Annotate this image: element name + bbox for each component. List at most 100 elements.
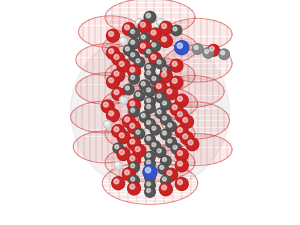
Circle shape [160,66,171,76]
Circle shape [112,69,124,82]
Circle shape [130,101,135,106]
Circle shape [203,48,214,58]
Circle shape [114,54,119,59]
Circle shape [136,59,140,63]
Circle shape [124,84,134,95]
Circle shape [178,128,182,133]
Circle shape [106,109,119,122]
Circle shape [160,114,171,125]
Circle shape [150,124,160,135]
Circle shape [171,144,182,154]
Circle shape [177,43,182,48]
Circle shape [178,112,182,117]
Circle shape [131,40,135,44]
Circle shape [175,41,189,55]
Circle shape [157,18,165,27]
Circle shape [151,30,156,35]
Circle shape [162,116,167,120]
Circle shape [131,108,135,112]
Circle shape [112,52,124,65]
Circle shape [167,89,172,94]
Circle shape [112,177,124,190]
Circle shape [128,121,140,134]
Circle shape [130,123,135,128]
Circle shape [170,103,183,115]
Circle shape [130,184,135,189]
Circle shape [103,102,108,107]
Circle shape [176,148,188,161]
Circle shape [146,99,151,102]
Circle shape [134,57,145,68]
Circle shape [101,100,114,113]
Circle shape [128,65,140,78]
Circle shape [129,28,140,38]
Circle shape [145,86,155,97]
Circle shape [155,58,166,69]
Circle shape [157,149,161,153]
Circle shape [112,125,124,137]
Circle shape [154,81,167,94]
Circle shape [166,137,176,148]
Circle shape [146,189,151,192]
Circle shape [221,51,225,55]
Circle shape [113,143,124,153]
Circle shape [140,80,150,90]
Circle shape [129,38,140,49]
Circle shape [146,88,151,92]
Circle shape [146,167,151,173]
Circle shape [117,131,130,144]
Circle shape [117,148,130,160]
Circle shape [106,76,119,88]
Circle shape [160,175,171,186]
Circle shape [106,29,119,42]
Circle shape [115,145,119,149]
Circle shape [150,41,160,52]
Circle shape [219,49,230,59]
Circle shape [135,147,140,151]
Circle shape [119,96,128,104]
Circle shape [122,168,135,181]
Circle shape [114,71,119,76]
Circle shape [114,127,119,132]
Circle shape [152,126,156,130]
Circle shape [146,174,151,178]
Circle shape [152,43,156,47]
Circle shape [178,180,182,184]
Circle shape [109,49,114,54]
Circle shape [156,84,161,88]
Circle shape [178,96,182,101]
Circle shape [138,20,151,33]
Circle shape [172,105,177,110]
Circle shape [165,87,178,100]
Circle shape [172,78,177,83]
Circle shape [162,101,167,105]
Circle shape [130,139,135,144]
Circle shape [167,171,172,175]
Circle shape [166,121,176,132]
Circle shape [119,150,124,155]
Circle shape [162,24,167,28]
Circle shape [106,47,119,59]
Circle shape [208,45,219,56]
Circle shape [162,68,167,72]
Circle shape [136,130,140,134]
Circle shape [145,135,155,145]
Circle shape [162,185,167,190]
Circle shape [146,105,151,108]
Circle shape [129,106,140,117]
Circle shape [162,131,167,135]
Circle shape [149,52,162,65]
Circle shape [124,170,130,175]
Circle shape [188,140,193,145]
Circle shape [210,46,214,51]
Circle shape [121,38,124,41]
Circle shape [141,82,145,86]
Circle shape [131,53,135,57]
Circle shape [152,76,156,81]
Circle shape [140,33,150,44]
Circle shape [121,97,124,101]
Circle shape [183,117,188,122]
Circle shape [140,22,145,27]
Circle shape [145,187,155,197]
Circle shape [136,92,140,96]
